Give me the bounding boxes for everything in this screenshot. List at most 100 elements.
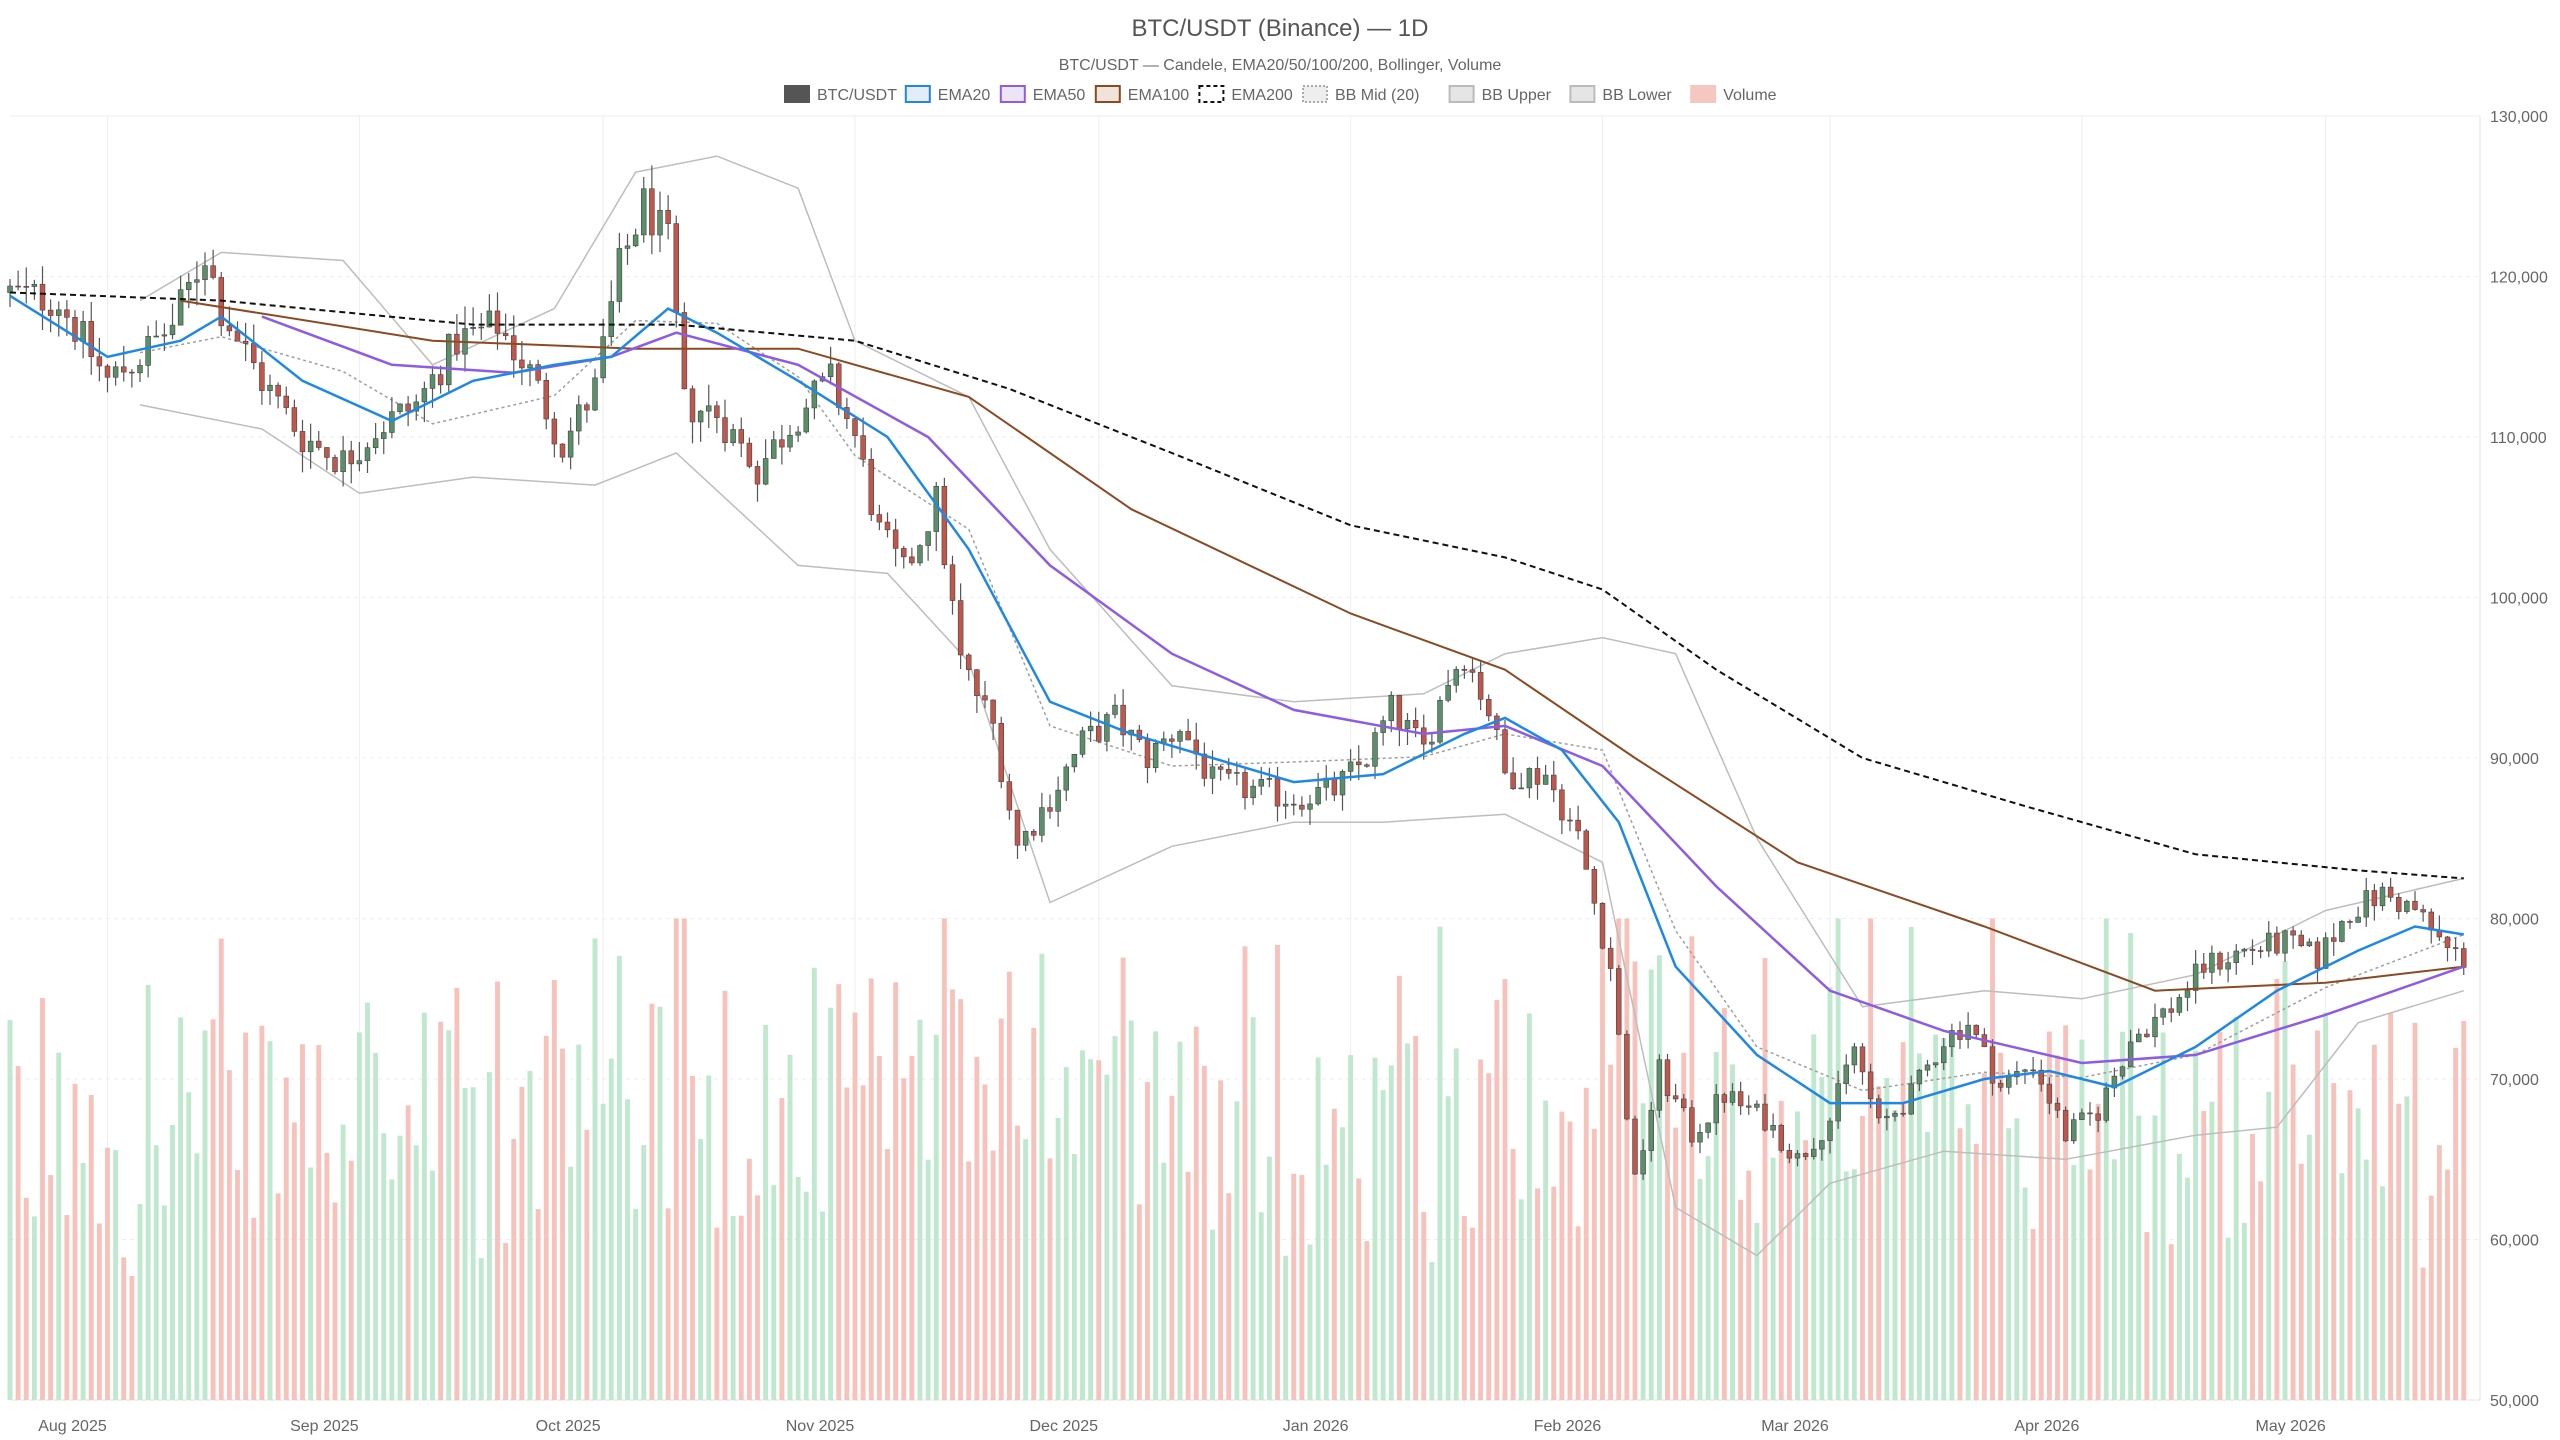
volume-bar	[779, 1098, 785, 1400]
candle	[1120, 689, 1126, 747]
volume-bar	[2071, 1164, 2077, 1400]
candle	[1941, 1038, 1947, 1071]
volume-bar	[267, 1041, 273, 1400]
volume-bar	[1104, 1074, 1110, 1400]
candle	[462, 306, 468, 372]
candle	[2452, 937, 2459, 961]
volume-bar	[389, 1179, 395, 1400]
candle	[592, 368, 598, 412]
volume-bar	[31, 1216, 37, 1400]
candle	[169, 303, 176, 340]
candle	[1786, 1143, 1793, 1164]
candle	[2119, 1065, 2126, 1080]
candle	[1502, 719, 1508, 775]
volume-bar	[2111, 1159, 2117, 1400]
volume-bar	[1892, 1109, 1898, 1400]
candle	[771, 431, 777, 459]
volume-bar	[1591, 1128, 1597, 1400]
candle	[1989, 1039, 1996, 1096]
volume-bar	[446, 1030, 452, 1400]
candle	[1372, 727, 1378, 779]
volume-bar	[495, 981, 500, 1400]
legend-label: BB Mid (20)	[1335, 87, 1419, 104]
volume-bar	[1819, 1077, 1825, 1400]
volume-bar	[1275, 944, 1280, 1400]
candle	[1031, 829, 1037, 841]
candle	[795, 426, 801, 442]
candle	[901, 545, 907, 569]
volume-bar	[1055, 1117, 1061, 1400]
candle	[2241, 947, 2248, 958]
legend-label: BB Lower	[1602, 87, 1672, 104]
legend-swatch	[904, 85, 931, 103]
volume-bar	[2136, 1115, 2142, 1400]
volume-bar	[1559, 1111, 1565, 1400]
x-tick-label: Oct 2025	[536, 1418, 601, 1435]
candle	[1851, 1043, 1858, 1074]
candle	[746, 437, 753, 469]
candle	[1583, 828, 1589, 870]
candle	[161, 323, 168, 351]
legend-label: EMA100	[1128, 87, 1189, 104]
volume-bar	[1437, 926, 1443, 1400]
volume-bar	[210, 1019, 216, 1400]
volume-bar	[88, 1095, 94, 1400]
volume-bar	[1990, 918, 1995, 1400]
legend-swatch	[784, 85, 810, 103]
candle	[543, 372, 549, 430]
volume-bar	[690, 1075, 695, 1400]
candle	[2192, 950, 2199, 1004]
volume-bar	[80, 1163, 86, 1400]
volume-bar	[1177, 1041, 1183, 1400]
candle	[2331, 923, 2337, 956]
candle	[1201, 742, 1208, 787]
volume-bar	[2209, 1101, 2215, 1400]
candle	[909, 547, 915, 566]
volume-bar	[2306, 1134, 2312, 1400]
volume-bar	[2095, 1103, 2101, 1400]
candle	[511, 315, 517, 378]
volume-bar	[2436, 1145, 2442, 1400]
volume-bar	[1242, 946, 1248, 1400]
candle	[2461, 942, 2467, 976]
candle	[1754, 1100, 1760, 1112]
candle	[1461, 665, 1468, 679]
candle	[1802, 1152, 1809, 1161]
candle	[519, 340, 525, 386]
candle	[868, 448, 874, 522]
volume-bar	[2290, 1064, 2296, 1400]
volume-bar	[1510, 1148, 1516, 1400]
volume-bar	[2087, 1169, 2093, 1400]
volume-bar	[72, 1083, 78, 1400]
volume-bar	[2063, 1025, 2069, 1400]
volume-bar	[1413, 1035, 1419, 1400]
volume-bar	[1169, 1095, 1175, 1400]
candle	[762, 439, 769, 486]
candle	[1266, 767, 1273, 788]
volume-bar	[202, 1030, 208, 1400]
candle	[80, 310, 86, 359]
volume-bar	[1730, 1064, 1735, 1400]
candle	[1291, 794, 1297, 816]
candle	[1242, 766, 1248, 810]
volume-bar	[755, 1195, 760, 1400]
volume-bar	[1762, 958, 1768, 1400]
volume-bar	[356, 1032, 362, 1400]
candle	[2209, 945, 2215, 984]
volume-bar	[105, 1147, 110, 1400]
volume-bar	[1705, 1156, 1711, 1400]
volume-bar	[2331, 1083, 2337, 1400]
candle	[1469, 657, 1476, 683]
volume-bar	[2022, 1187, 2028, 1400]
volume-bar	[170, 1124, 175, 1400]
candle	[15, 270, 21, 291]
candle	[1689, 1100, 1695, 1147]
candle	[917, 544, 923, 566]
candle	[1274, 767, 1281, 822]
volume-bar	[365, 1002, 370, 1400]
volume-bar	[1608, 1064, 1614, 1400]
volume-bar	[2193, 1050, 2199, 1400]
volume-bar	[551, 980, 557, 1400]
volume-bar	[1916, 1053, 1922, 1400]
volume-bar	[340, 1124, 346, 1400]
